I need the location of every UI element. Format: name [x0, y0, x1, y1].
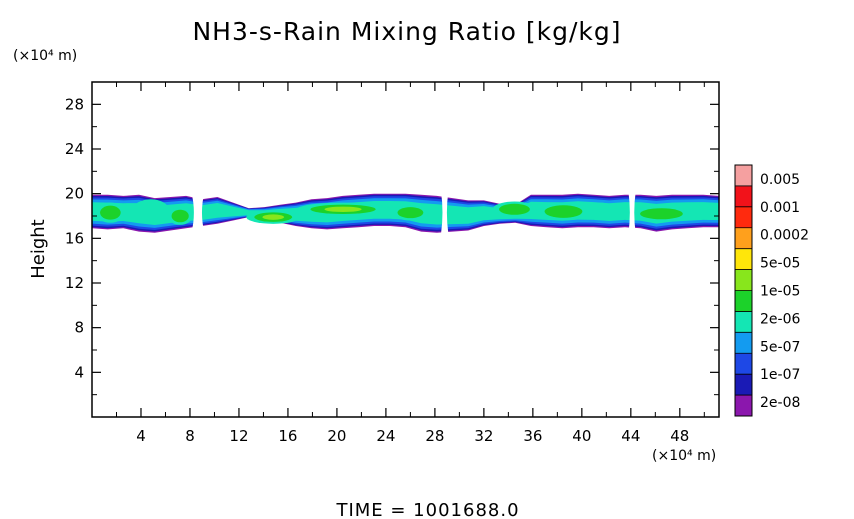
colorbar-swatch [735, 374, 752, 396]
x-tick-label: 20 [327, 427, 346, 445]
y-tick-label: 16 [65, 229, 84, 247]
layer-core-6-level-5 [499, 203, 530, 215]
colorbar-legend: 2e-08 1e-07 5e-07 2e-06 1e-05 5e-05 0.0002 0.00… [734, 164, 809, 417]
layer-core-4-level-6 [324, 206, 362, 212]
y-tick-label: 4 [74, 363, 84, 381]
x-axis-unit-label: (×10⁴ m) [652, 448, 716, 464]
y-axis-label: Height [28, 219, 49, 279]
layer-gap-0 [191, 191, 205, 234]
colorbar-label: 2e-06 [760, 311, 800, 327]
y-tick-label: 12 [65, 274, 84, 292]
colorbar-label: 0.005 [760, 172, 800, 188]
x-tick-label: 32 [474, 427, 493, 445]
layer-core-0-level-5 [100, 205, 121, 220]
x-tick-label: 8 [185, 427, 195, 445]
colorbar-label: 0.0002 [760, 228, 809, 244]
colorbar-swatch [735, 311, 752, 333]
colorbar-swatch [735, 206, 752, 229]
layer-core-5-level-5 [397, 207, 424, 219]
colorbar-label: 0.001 [760, 200, 800, 216]
x-tick-label: 24 [376, 427, 395, 445]
layer-core-2-level-5 [171, 209, 189, 223]
y-axis: 4 8 12 16 20 24 28 [65, 95, 719, 396]
x-tick-label: 12 [229, 427, 248, 445]
x-tick-label: 4 [136, 427, 146, 445]
colorbar-swatch [735, 269, 752, 291]
x-tick-label: 44 [621, 427, 640, 445]
x-tick-label: 40 [572, 427, 591, 445]
layer-core-10-level-4 [692, 204, 717, 219]
colorbar-swatch [735, 332, 752, 354]
y-tick-label: 20 [65, 185, 84, 203]
layer-core-8-level-4 [585, 202, 615, 219]
x-tick-label: 36 [523, 427, 542, 445]
colorbar-label: 5e-07 [760, 339, 800, 355]
mixing-ratio-field [92, 191, 719, 234]
layer-core-7-level-5 [544, 205, 583, 218]
layer-gap-2 [628, 191, 636, 234]
x-tick-label: 16 [278, 427, 297, 445]
colorbar-swatch [735, 353, 752, 375]
colorbar-label: 5e-05 [760, 256, 800, 272]
colorbar-swatch [735, 248, 752, 270]
colorbar-swatch [735, 290, 752, 312]
layer-core-9-level-5 [640, 208, 683, 220]
y-tick-label: 24 [65, 140, 84, 158]
layer-core-1-level-4 [132, 199, 170, 222]
colorbar-swatch [735, 395, 752, 417]
time-label: TIME = 1001688.0 [335, 500, 519, 519]
colorbar-label: 2e-08 [760, 395, 800, 411]
layer-gap-1 [441, 191, 449, 234]
chart-title: NH3-s-Rain Mixing Ratio [kg/kg] [192, 17, 621, 46]
x-tick-label: 28 [425, 427, 444, 445]
y-axis-unit-label: (×10⁴ m) [13, 48, 77, 64]
colorbar-label: 1e-07 [760, 367, 800, 383]
colorbar-swatch [735, 227, 752, 249]
plot-frame [91, 81, 720, 418]
y-tick-label: 8 [74, 319, 84, 337]
layer-core-3-level-6 [262, 214, 285, 220]
x-tick-label: 48 [670, 427, 689, 445]
colorbar-swatch [735, 165, 752, 187]
y-tick-label: 28 [65, 95, 84, 113]
colorbar-swatch [735, 185, 752, 208]
colorbar-label: 1e-05 [760, 284, 800, 300]
x-axis: 4 8 12 16 20 24 28 32 36 40 44 48 [115, 82, 705, 445]
